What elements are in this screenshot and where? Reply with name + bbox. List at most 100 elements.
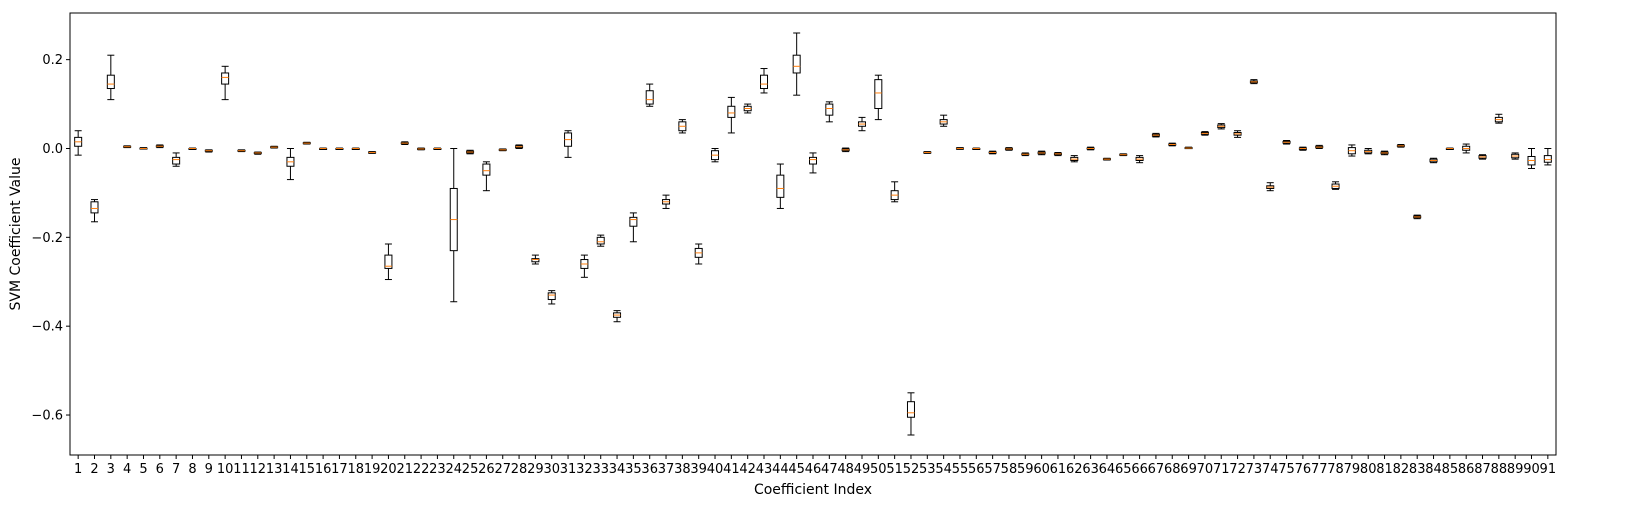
y-tick-label: 0.0 (42, 142, 63, 157)
x-tick-label: 8 (188, 462, 196, 477)
box-iqr (874, 79, 883, 110)
box-iqr (384, 254, 393, 269)
x-tick-label: 46 (805, 462, 822, 477)
x-tick-label: 57 (984, 462, 1001, 477)
x-tick-label: 76 (1295, 462, 1312, 477)
x-tick-label: 85 (1442, 462, 1459, 477)
x-tick-label: 30 (543, 462, 560, 477)
box-87 (1478, 154, 1487, 160)
x-tick-label: 62 (1066, 462, 1083, 477)
box-34 (613, 310, 622, 323)
box-9 (204, 149, 213, 153)
box-5 (139, 147, 148, 150)
box-63 (1086, 146, 1095, 151)
box-iqr (90, 201, 99, 214)
x-tick-label: 55 (952, 462, 969, 477)
box-68 (1168, 142, 1177, 147)
x-tick-label: 89 (1507, 462, 1524, 477)
x-tick-label: 27 (494, 462, 511, 477)
box-43 (760, 68, 769, 94)
x-tick-label: 84 (1425, 462, 1442, 477)
box-35 (629, 212, 638, 243)
x-tick-label: 69 (1180, 462, 1197, 477)
x-tick-label: 51 (886, 462, 903, 477)
x-tick-label: 37 (658, 462, 675, 477)
box-19 (368, 151, 377, 154)
x-tick-label: 15 (299, 462, 316, 477)
box-70 (1200, 131, 1209, 136)
x-tick-label: 80 (1360, 462, 1377, 477)
x-tick-label: 70 (1197, 462, 1214, 477)
y-axis: −0.6 −0.4 −0.2 0.0 0.2 (31, 53, 70, 424)
box-8 (188, 147, 197, 150)
x-tick-label: 58 (1001, 462, 1018, 477)
x-tick-label: 73 (1246, 462, 1263, 477)
box-11 (237, 149, 246, 153)
x-tick-label: 59 (1017, 462, 1034, 477)
x-tick-label: 79 (1344, 462, 1361, 477)
box-15 (302, 141, 311, 145)
box-48 (841, 147, 850, 153)
box-49 (857, 116, 866, 132)
box-29 (531, 254, 540, 265)
box-61 (1053, 151, 1062, 157)
box-53 (923, 151, 932, 154)
box-iqr (792, 54, 801, 74)
x-tick-label: 91 (1540, 462, 1557, 477)
box-24 (449, 147, 458, 303)
y-tick-label: −0.6 (31, 409, 63, 424)
box-71 (1217, 123, 1226, 130)
y-tick-label: 0.2 (42, 53, 63, 68)
box-28 (515, 144, 524, 149)
x-tick-label: 33 (592, 462, 609, 477)
box-38 (678, 119, 687, 134)
x-tick-label: 7 (172, 462, 180, 477)
y-tick-label: −0.4 (31, 320, 63, 335)
x-tick-label: 77 (1311, 462, 1328, 477)
x-tick-label: 39 (690, 462, 707, 477)
box-20 (384, 243, 393, 281)
box-52 (906, 392, 915, 436)
box-86 (1462, 143, 1471, 154)
box-36 (645, 83, 654, 107)
x-tick-label: 42 (739, 462, 756, 477)
box-7 (172, 152, 181, 167)
box-73 (1249, 79, 1258, 85)
box-18 (351, 147, 360, 150)
x-tick-label: 52 (903, 462, 920, 477)
box-84 (1429, 157, 1438, 164)
x-tick-label: 9 (205, 462, 213, 477)
x-tick-label: 16 (315, 462, 332, 477)
box-iqr (645, 90, 654, 105)
x-tick-label: 81 (1376, 462, 1393, 477)
box-iqr (531, 258, 540, 263)
x-tick-label: 45 (788, 462, 805, 477)
x-tick-label: 1 (74, 462, 82, 477)
x-tick-label: 90 (1523, 462, 1540, 477)
box-6 (155, 144, 164, 149)
x-tick-label: 74 (1262, 462, 1279, 477)
box-88 (1494, 113, 1503, 124)
y-axis-label: SVM Coefficient Value (8, 158, 24, 311)
x-tick-label: 86 (1458, 462, 1475, 477)
x-tick-label: 60 (1033, 462, 1050, 477)
box-26 (482, 161, 491, 192)
x-tick-label: 3 (107, 462, 115, 477)
box-77 (1315, 144, 1324, 149)
x-tick-label: 25 (462, 462, 479, 477)
x-tick-label: 41 (723, 462, 740, 477)
x-tick-label: 26 (478, 462, 495, 477)
box-76 (1298, 146, 1307, 151)
x-tick-label: 2 (90, 462, 98, 477)
x-tick-label: 49 (854, 462, 871, 477)
box-80 (1364, 147, 1373, 155)
box-75 (1282, 139, 1291, 145)
box-46 (809, 152, 817, 174)
box-32 (580, 254, 589, 278)
x-tick-label: 38 (674, 462, 691, 477)
box-45 (792, 32, 801, 96)
x-tick-label: 53 (919, 462, 936, 477)
x-tick-label: 71 (1213, 462, 1230, 477)
box-57 (988, 150, 997, 155)
